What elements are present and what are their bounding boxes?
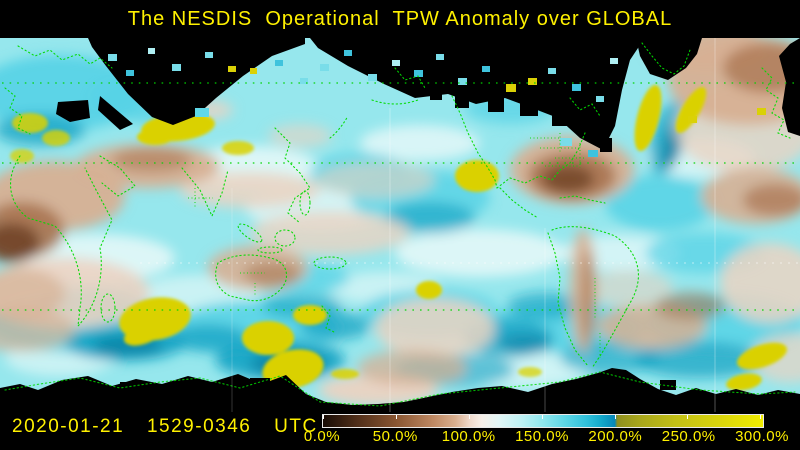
colorbar-label: 200.0% (588, 428, 643, 445)
data-gap-squares (108, 48, 766, 157)
date-label: 2020-01-21 (12, 416, 125, 437)
swath-seams (231, 38, 716, 412)
extreme-anomaly-patches (10, 84, 787, 391)
coast-greenland (641, 42, 691, 75)
colorbar-label: 250.0% (661, 428, 716, 445)
coast-madagascar (100, 293, 116, 323)
coast-scandinavia (17, 45, 113, 69)
coast-hudson-bay (569, 97, 601, 117)
coast-north-america-west (451, 95, 498, 189)
colorbar-tick (395, 415, 397, 419)
timestamp: 2020-01-21 1529-0346 UTC (12, 416, 318, 438)
coast-philippines (299, 190, 311, 216)
colorbar-label: 0.0% (303, 428, 341, 445)
colorbar-gradient (322, 414, 764, 428)
coast-south-america-west (547, 232, 589, 367)
coast-aleutians (371, 99, 419, 105)
coast-south-america-east (551, 226, 639, 369)
coast-europe-west (4, 87, 31, 135)
latitude-gridlines (2, 82, 798, 311)
world-map (0, 23, 800, 412)
colorbar-tick (760, 415, 761, 419)
coast-europe-east-edge (761, 67, 791, 139)
footer-bar: 2020-01-21 1529-0346 UTC 0.0% 50.0% 100.… (0, 412, 800, 450)
coast-antarctica (4, 371, 796, 407)
coastlines (4, 42, 796, 407)
colorbar-tick (614, 415, 616, 419)
coast-caribbean (559, 195, 606, 204)
time-range-label: 1529-0346 (146, 416, 252, 437)
coast-australia (215, 254, 288, 302)
colorbar-labels: 0.0% 50.0% 100.0% 150.0% 200.0% 250.0% 3… (304, 428, 789, 448)
coast-new-guinea (313, 256, 347, 270)
colorbar-tick (687, 415, 689, 419)
coast-bering (394, 67, 426, 89)
coast-japan (329, 115, 349, 139)
coast-sumatra (237, 223, 263, 243)
coast-central-america (499, 187, 539, 219)
colorbar-tick (541, 415, 543, 419)
colorbar-tick (468, 415, 470, 419)
timezone-label: UTC (274, 416, 318, 437)
tpw-anomaly-map (0, 23, 800, 412)
colorbar-label: 300.0% (735, 428, 789, 445)
coast-borneo (274, 229, 296, 247)
colorbar-label: 100.0% (441, 428, 496, 445)
colorbar-label: 50.0% (372, 428, 418, 445)
coast-africa (10, 155, 113, 328)
coast-java (257, 246, 283, 254)
colorbar-tick (323, 415, 324, 419)
coast-india (181, 167, 229, 218)
coast-arabia (99, 155, 136, 197)
land-boundary-speckles (188, 133, 601, 358)
coast-north-america-east (496, 132, 586, 189)
page-title: The NESDIS Operational TPW Anomaly over … (127, 8, 673, 30)
coast-china (274, 127, 311, 224)
colorbar-label: 150.0% (515, 428, 569, 445)
